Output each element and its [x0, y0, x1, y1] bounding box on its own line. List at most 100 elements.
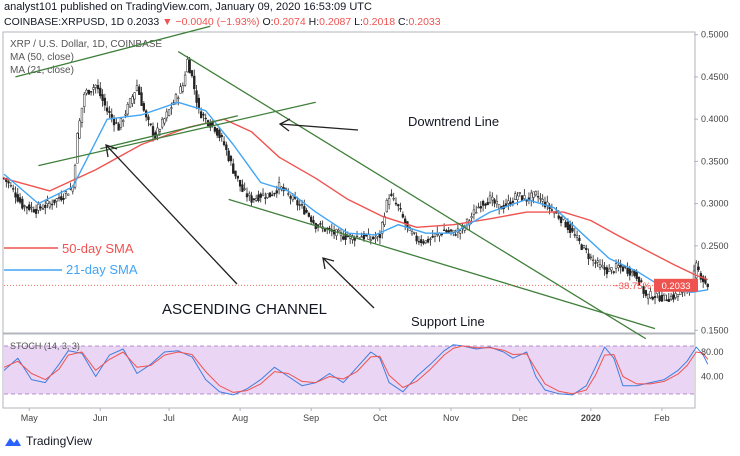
candle-body: [649, 291, 652, 299]
candle-body: [484, 203, 487, 206]
candle-body: [85, 89, 88, 94]
candle-body: [591, 259, 595, 261]
candle-body: [516, 195, 519, 201]
candle-body: [676, 294, 680, 297]
candle-body: [101, 94, 104, 101]
candle-body: [222, 141, 226, 146]
candle-body: [243, 188, 246, 190]
candle-body: [442, 229, 446, 231]
candle-body: [289, 196, 292, 199]
moving-averages: [3, 101, 709, 293]
candle-body: [328, 227, 331, 230]
candle-body: [608, 268, 611, 273]
candle-body: [410, 231, 414, 235]
candle-body: [236, 175, 239, 179]
candle-body: [165, 111, 168, 119]
ma50-legend: MA (50, close): [10, 52, 74, 63]
time-tick-label: Aug: [232, 413, 248, 423]
current-price-label: 0.2033: [661, 281, 690, 292]
candle-body: [287, 193, 290, 195]
candles: [2, 55, 709, 305]
candle-body: [60, 196, 63, 201]
time-tick-label: Dec: [512, 413, 529, 423]
candle-body: [37, 204, 40, 211]
candle-body: [135, 85, 139, 91]
candle-body: [225, 144, 228, 151]
candle-body: [103, 97, 107, 106]
candle-body: [266, 193, 269, 198]
candle-body: [445, 230, 448, 233]
candle-body: [626, 268, 629, 274]
candle-body: [245, 193, 249, 198]
candle-body: [41, 208, 45, 210]
candle-body: [216, 128, 219, 136]
candle-body: [273, 192, 276, 195]
current-price-tag: −38.75% 0.2033: [613, 278, 698, 292]
candle-body: [319, 223, 322, 225]
candle-body: [520, 195, 524, 201]
price-axis[interactable]: 0.5000 0.4500 0.4000 0.3500 0.3000 0.2500 0.15…: [694, 30, 729, 336]
candle-body: [479, 206, 482, 209]
time-tick-label: 2020: [581, 413, 601, 423]
candle-body: [9, 185, 13, 187]
candle-body: [158, 129, 162, 132]
candle-body: [706, 283, 709, 288]
trend-lines: [15, 25, 656, 340]
high-label: H:: [308, 16, 320, 28]
candle-body: [647, 293, 650, 299]
time-tick-label: Feb: [654, 413, 670, 423]
published-line: analyst101 published on TradingView.com,…: [4, 1, 372, 13]
channel-arrow: [105, 144, 238, 285]
tradingview-logo-icon: [5, 438, 21, 446]
candle-body: [14, 192, 17, 198]
candle-body: [614, 263, 618, 269]
candle-body: [30, 206, 33, 209]
candle-body: [188, 59, 191, 74]
candle-body: [399, 208, 402, 210]
open-value: 0.2074: [273, 16, 306, 28]
trend-line-support: [228, 198, 656, 330]
candle-body: [534, 191, 537, 196]
candle-body: [96, 85, 100, 90]
candle-body: [163, 118, 166, 124]
candle-body: [672, 294, 675, 300]
candle-body: [197, 97, 201, 108]
candle-body: [397, 204, 400, 207]
low-value: 0.2018: [362, 16, 396, 28]
trend-line-channel-lower: [38, 101, 316, 167]
candle-body: [89, 91, 93, 93]
candle-body: [447, 230, 450, 233]
candle-body: [596, 260, 599, 263]
time-axis[interactable]: May Jun Jul Aug Sep Oct Nov Dec 2020 Feb: [21, 408, 670, 423]
candle-body: [420, 239, 423, 243]
tradingview-logo[interactable]: TradingView: [4, 434, 92, 448]
candle-body: [126, 104, 129, 115]
candle-body: [342, 236, 345, 240]
candle-body: [559, 216, 563, 224]
candle-body: [415, 235, 418, 242]
candle-body: [117, 123, 120, 131]
candle-body: [426, 239, 430, 243]
candle-body: [612, 271, 615, 273]
candle-body: [39, 206, 42, 209]
candle-body: [422, 241, 425, 244]
candle-body: [94, 84, 97, 88]
candle-body: [491, 196, 494, 201]
candle-body: [429, 238, 432, 240]
candle-body: [250, 195, 253, 203]
candle-body: [183, 74, 187, 86]
candle-body: [486, 202, 489, 206]
price-tick-label: 0.3500: [701, 156, 729, 166]
candle-body: [28, 204, 31, 211]
candle-body: [124, 113, 127, 116]
candle-body: [573, 234, 576, 236]
candle-body: [667, 298, 670, 302]
candle-body: [637, 276, 641, 286]
candle-body: [360, 236, 363, 238]
candle-body: [644, 290, 648, 296]
candle-body: [362, 233, 366, 240]
ma21-line: [3, 101, 708, 293]
candle-body: [298, 204, 301, 206]
support-label: Support Line: [411, 314, 485, 329]
